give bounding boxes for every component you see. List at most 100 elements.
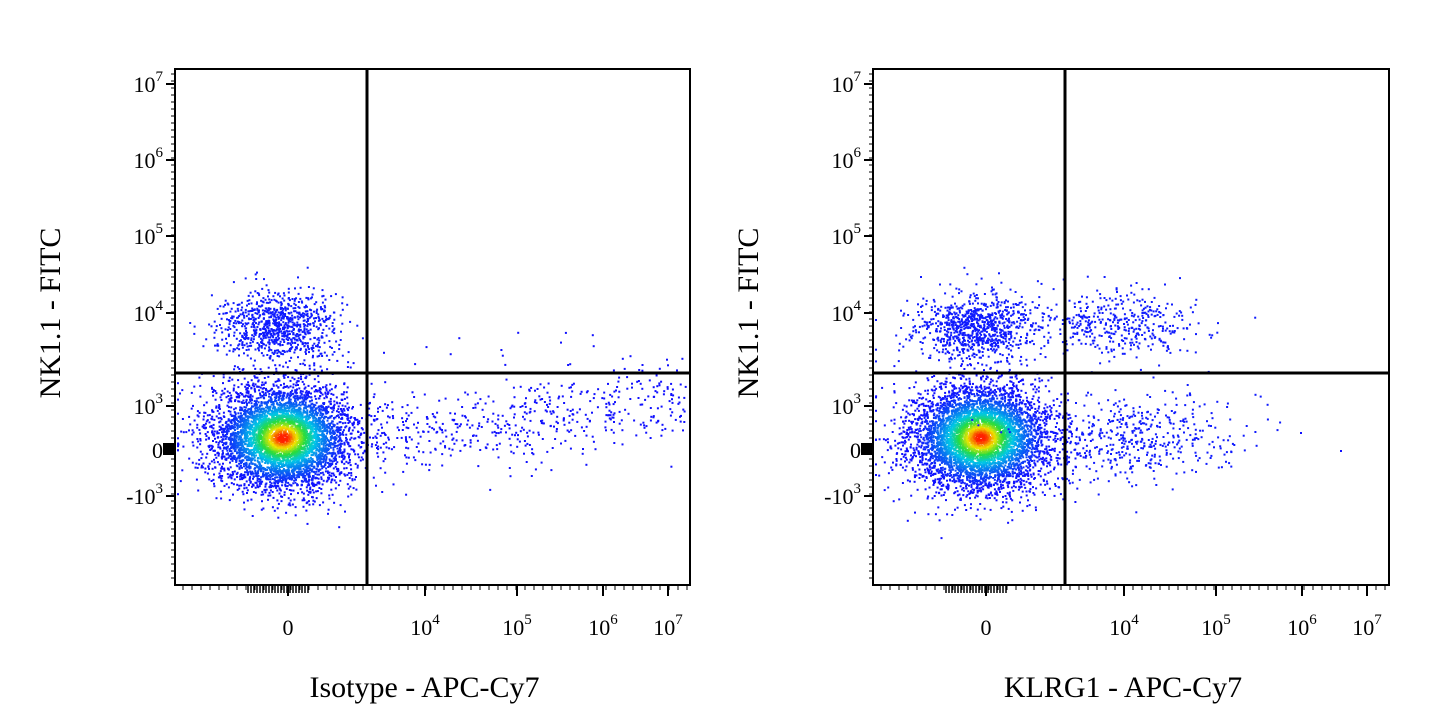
data-point <box>263 409 266 412</box>
data-point <box>265 409 268 412</box>
data-point <box>294 454 297 457</box>
data-point <box>325 456 328 459</box>
data-point <box>255 450 258 453</box>
data-point <box>321 427 324 430</box>
data-point <box>309 404 312 407</box>
data-point <box>237 455 240 458</box>
data-point <box>297 380 300 383</box>
data-point <box>297 492 299 495</box>
data-point <box>277 456 280 459</box>
data-point <box>239 418 242 421</box>
data-point <box>286 395 289 397</box>
data-point <box>321 434 324 437</box>
data-point <box>230 437 233 440</box>
data-point <box>260 482 263 485</box>
data-point <box>264 483 267 486</box>
data-point <box>233 408 236 411</box>
data-point <box>330 475 333 478</box>
data-point <box>245 480 248 483</box>
data-point <box>282 409 285 412</box>
data-point <box>286 457 289 460</box>
data-point <box>267 498 269 501</box>
data-point <box>239 406 242 409</box>
data-point <box>342 451 345 454</box>
data-point <box>277 458 280 461</box>
data-point <box>246 433 248 435</box>
data-point <box>232 447 235 450</box>
data-point <box>302 459 305 461</box>
data-point <box>248 450 251 453</box>
data-point <box>305 375 308 378</box>
data-point <box>209 449 212 451</box>
data-point <box>228 391 231 394</box>
data-point <box>268 436 271 439</box>
data-point <box>294 457 297 459</box>
data-point <box>252 491 255 493</box>
data-point <box>286 412 289 415</box>
data-point <box>350 436 353 439</box>
data-point <box>245 388 248 391</box>
data-point <box>267 412 270 415</box>
data-point <box>279 435 282 438</box>
data-point <box>226 473 229 476</box>
data-point <box>249 470 252 473</box>
data-point <box>211 386 213 389</box>
data-point <box>304 425 307 428</box>
data-point <box>203 404 206 407</box>
data-point <box>278 449 281 452</box>
data-point <box>257 466 260 469</box>
data-point <box>252 484 255 487</box>
data-point <box>332 467 335 470</box>
data-point <box>238 459 241 462</box>
data-point <box>247 448 249 451</box>
data-point <box>234 400 236 403</box>
data-point <box>276 472 279 475</box>
data-point <box>249 396 252 399</box>
data-point <box>323 415 326 418</box>
data-point <box>232 455 235 457</box>
data-point <box>230 445 233 448</box>
data-point <box>250 379 253 382</box>
data-point <box>326 412 329 415</box>
data-point <box>273 444 276 446</box>
data-point <box>283 491 286 494</box>
data-point <box>323 441 326 444</box>
data-point <box>279 489 282 492</box>
data-point <box>313 405 315 408</box>
data-point <box>251 448 254 451</box>
data-point <box>229 428 232 431</box>
data-point <box>241 478 244 481</box>
data-point <box>252 423 255 426</box>
data-point <box>227 418 230 421</box>
data-point <box>256 407 258 410</box>
data-point <box>239 429 242 432</box>
data-point <box>343 455 346 458</box>
data-point <box>276 416 279 418</box>
data-point <box>261 410 263 413</box>
data-point <box>285 446 288 448</box>
data-point <box>354 453 357 456</box>
data-point <box>342 408 345 411</box>
data-point <box>291 450 294 453</box>
data-point <box>219 470 222 473</box>
data-point <box>250 409 253 411</box>
data-point <box>252 434 255 437</box>
data-point <box>180 430 183 433</box>
data-point <box>284 469 287 472</box>
data-point <box>278 379 281 382</box>
data-point <box>267 425 270 428</box>
data-point <box>234 426 236 429</box>
data-point <box>311 447 314 450</box>
data-point <box>303 406 306 409</box>
data-point <box>312 460 315 463</box>
data-point <box>326 430 329 433</box>
data-point <box>285 361 287 364</box>
data-point <box>277 427 280 430</box>
data-point <box>250 449 253 452</box>
data-point <box>252 432 255 435</box>
data-point <box>347 429 350 432</box>
data-point <box>247 408 250 411</box>
data-point <box>245 419 248 422</box>
data-point <box>269 429 272 432</box>
